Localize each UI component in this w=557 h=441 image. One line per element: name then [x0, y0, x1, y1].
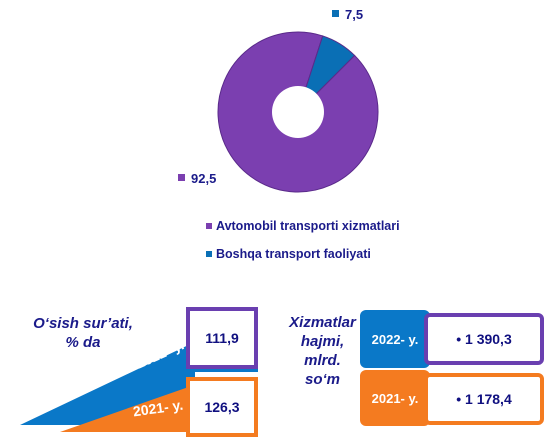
volume-year-2021: 2021- y.	[360, 370, 430, 426]
volume-value-2021: • 1 178,4	[424, 373, 544, 425]
slice-label-other: 7,5	[345, 7, 363, 22]
volume-value-2022: • 1 390,3	[424, 313, 544, 365]
label-marker-auto	[178, 174, 185, 181]
slice-label-auto: 92,5	[191, 171, 216, 186]
donut-hole	[272, 86, 324, 138]
legend-entry-other: Boshqa transport faoliyati	[216, 247, 371, 261]
volume-title: Xizmatlar hajmi, mlrd. so‘m	[289, 314, 356, 388]
growth-title: O‘sish sur’ati, % da	[33, 315, 133, 351]
volume-year-2022: 2022- y.	[360, 310, 430, 368]
legend-marker-auto	[206, 223, 212, 229]
growth-value-2021: 126,3	[186, 377, 258, 437]
growth-value-2022: 111,9	[186, 307, 258, 369]
donut-chart: 7,5 92,5 Avtomobil transporti xizmatlari…	[178, 7, 400, 261]
label-marker-other	[332, 10, 339, 17]
legend-marker-other	[206, 251, 212, 257]
legend-entry-auto: Avtomobil transporti xizmatlari	[216, 219, 400, 233]
